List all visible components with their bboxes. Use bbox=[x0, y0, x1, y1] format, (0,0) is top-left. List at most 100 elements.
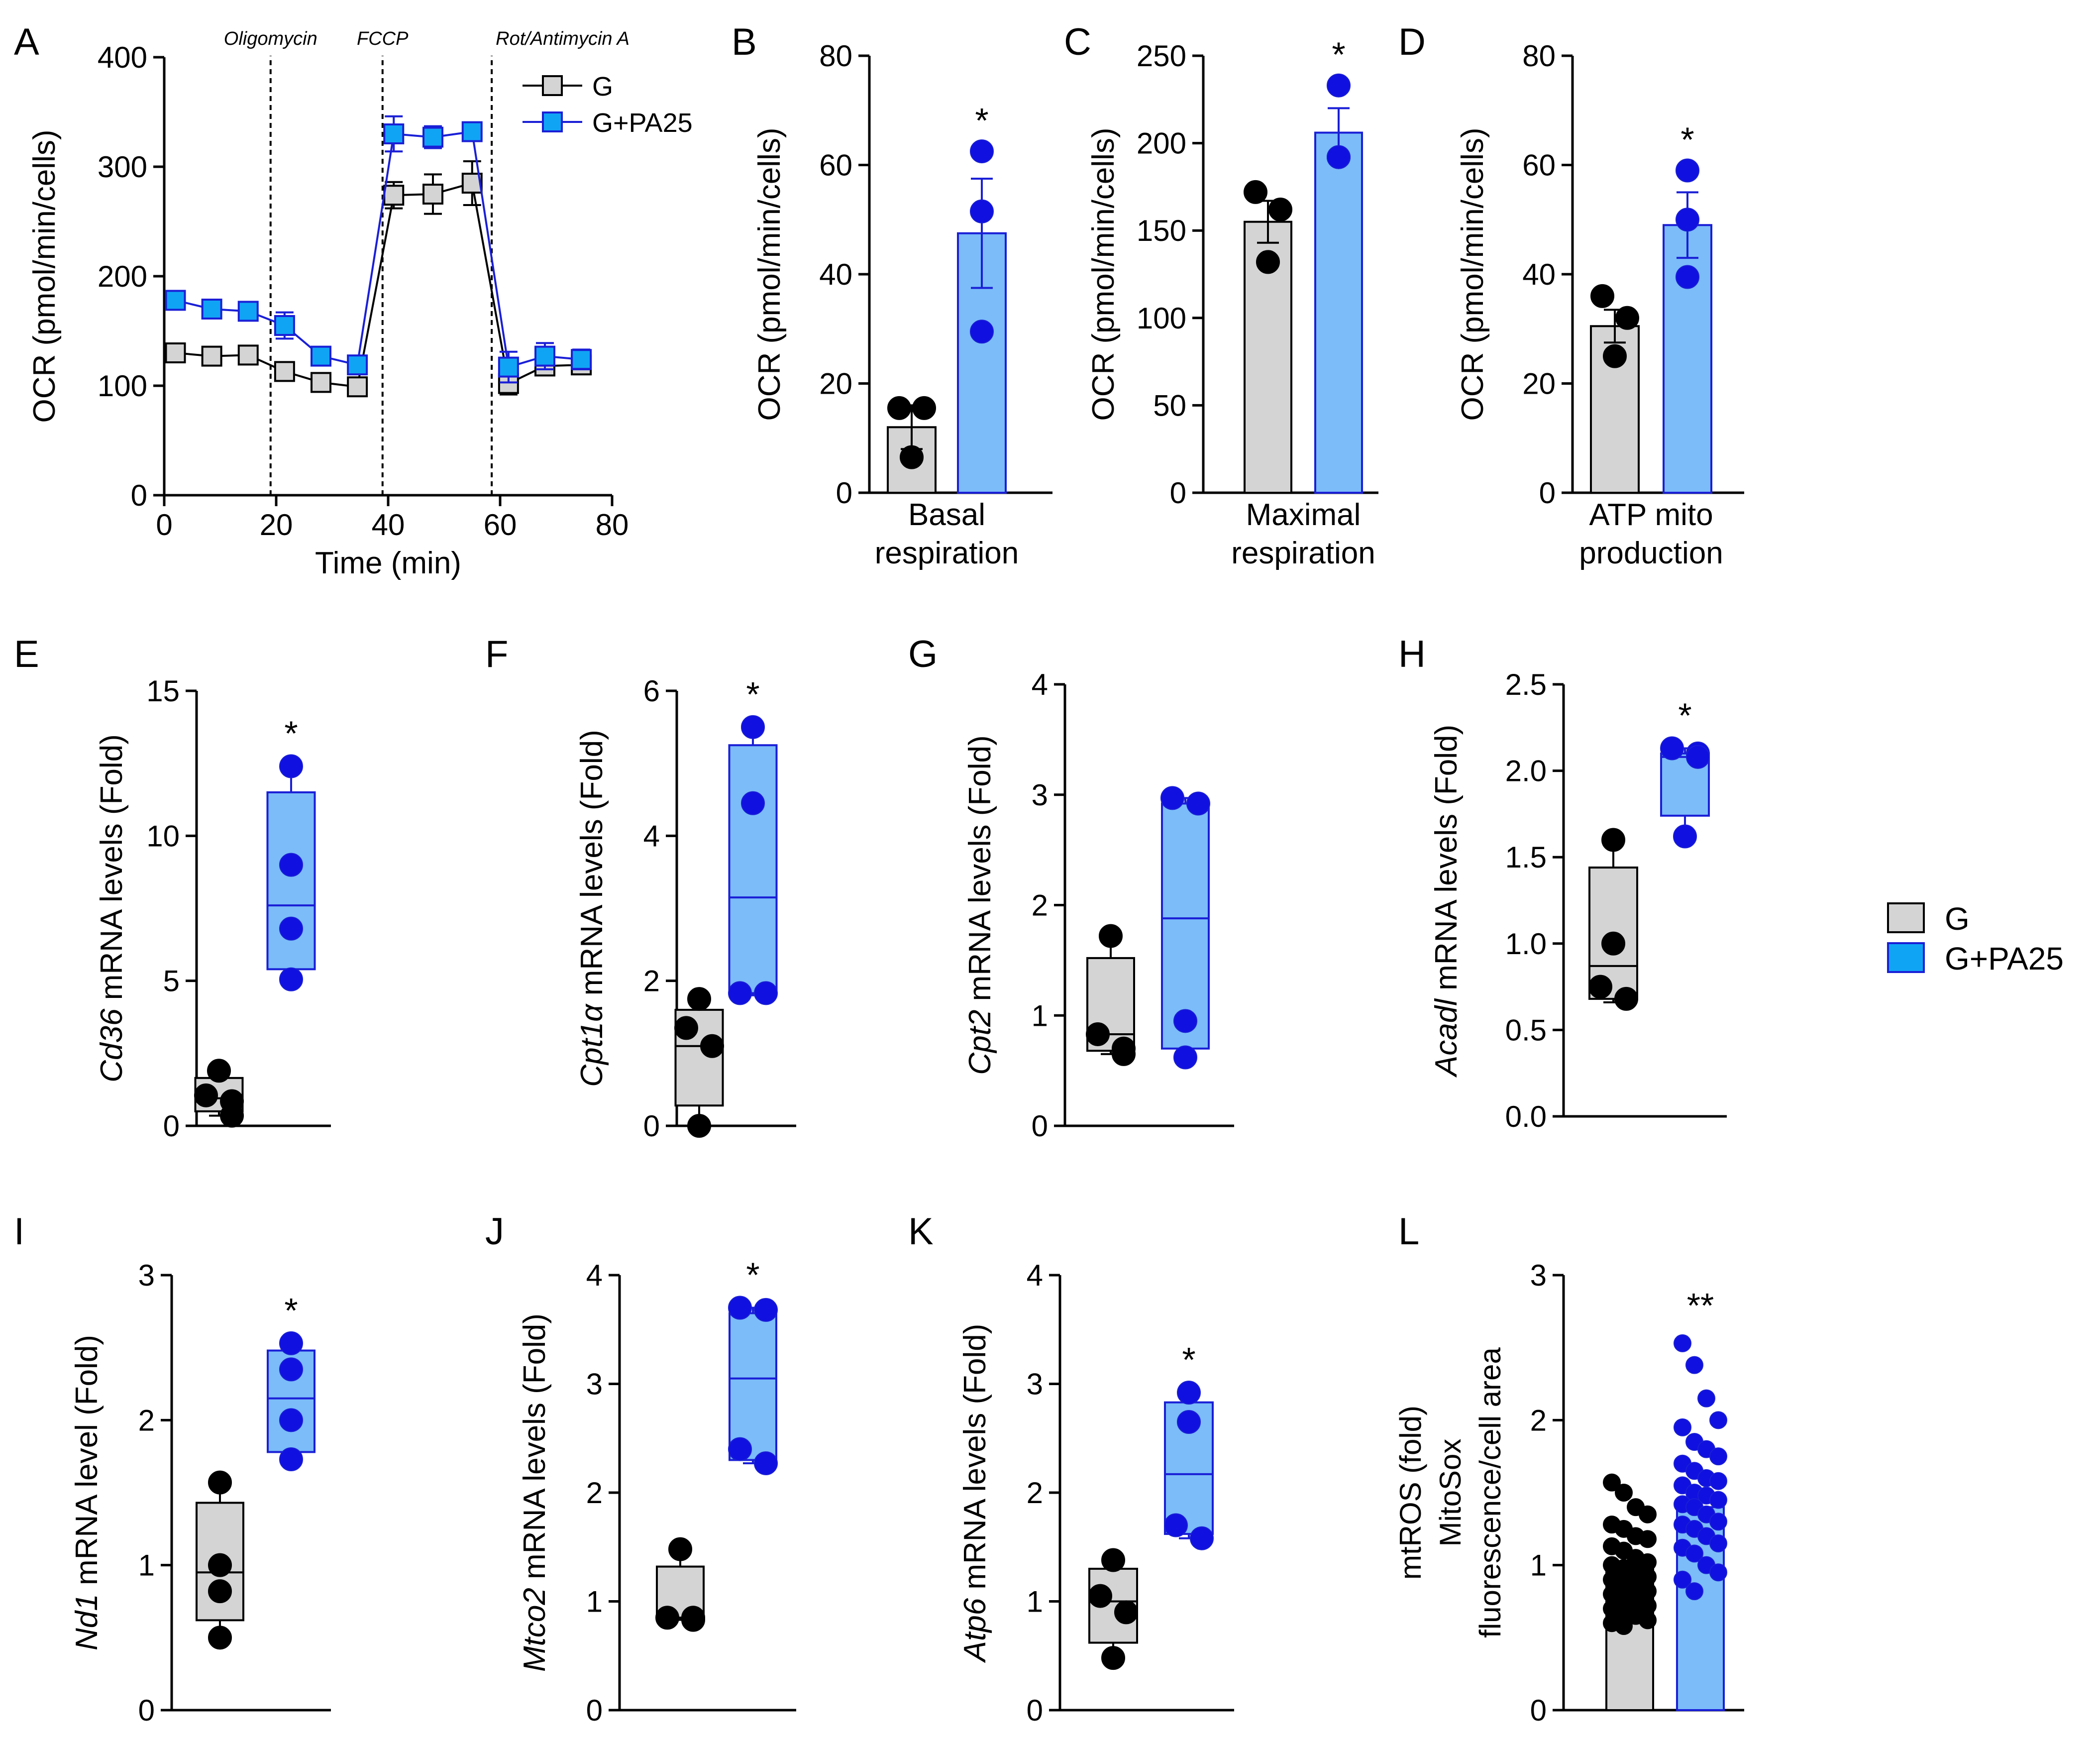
y-tick-label: 0 bbox=[836, 476, 852, 510]
data-point bbox=[208, 1470, 232, 1495]
data-point bbox=[1615, 1617, 1633, 1635]
y-tick-label: 1.5 bbox=[1505, 841, 1547, 874]
box-g-pa25 bbox=[728, 715, 778, 1005]
y-tick-label: 3 bbox=[1530, 1259, 1547, 1292]
data-point bbox=[1160, 786, 1184, 810]
panel-letter: K bbox=[908, 1210, 934, 1253]
data-point bbox=[274, 315, 295, 336]
data-point bbox=[1327, 73, 1351, 98]
y-tick-label: 80 bbox=[819, 39, 852, 73]
y-tick-label: 400 bbox=[98, 41, 147, 74]
y-tick-label: 20 bbox=[1522, 367, 1556, 401]
data-point bbox=[1709, 1534, 1727, 1552]
y-tick-label: 4 bbox=[643, 819, 660, 853]
data-point bbox=[754, 1298, 778, 1322]
legend-marker-g bbox=[542, 75, 563, 96]
data-point bbox=[1164, 1513, 1188, 1537]
data-point bbox=[208, 1626, 232, 1650]
data-point bbox=[194, 1083, 218, 1107]
panel-letter: H bbox=[1398, 633, 1426, 675]
box-g-pa25 bbox=[266, 754, 316, 991]
x-axis-label-line2: production bbox=[1579, 536, 1723, 570]
y-axis-label-rest: mRNA levels (Fold) bbox=[575, 730, 609, 1004]
panel-letter: C bbox=[1064, 21, 1091, 63]
y-tick-label: 5 bbox=[163, 965, 180, 998]
y-tick-label: 2 bbox=[138, 1404, 155, 1437]
y-tick-label: 250 bbox=[1137, 39, 1186, 73]
panel-G: G 0 1 2 3 4 Cpt2 mRNA levels (Fold) bbox=[908, 633, 1234, 1143]
data-point bbox=[279, 1447, 303, 1471]
y-axis-label-rest: mRNA levels (Fold) bbox=[1429, 725, 1464, 999]
data-point bbox=[279, 916, 303, 941]
data-point bbox=[220, 1103, 244, 1128]
data-point bbox=[1697, 1389, 1715, 1408]
y-tick-label: 2 bbox=[1027, 1476, 1043, 1510]
data-point bbox=[1268, 198, 1292, 222]
data-point bbox=[700, 1034, 724, 1058]
panel-letter: E bbox=[14, 633, 39, 675]
x-tick-label: 20 bbox=[260, 508, 293, 542]
y-tick-label: 2.0 bbox=[1505, 755, 1547, 788]
significance-marker: * bbox=[1332, 35, 1345, 74]
data-point bbox=[498, 356, 519, 378]
data-point bbox=[1639, 1505, 1657, 1523]
data-point bbox=[970, 199, 994, 223]
data-point bbox=[1186, 791, 1210, 816]
data-point bbox=[1190, 1526, 1214, 1550]
y-axis-label-line3: fluorescence/cell area bbox=[1473, 1347, 1507, 1638]
figure-legend: G G+PA25 bbox=[1887, 901, 2064, 977]
y-tick-label: 3 bbox=[1032, 778, 1048, 812]
data-point bbox=[741, 791, 765, 815]
y-axis-label-gene: Cpt1α bbox=[575, 1003, 609, 1087]
legend-swatch-pa25 bbox=[1887, 942, 1925, 973]
y-tick-label: 0 bbox=[138, 1694, 155, 1727]
legend-label-g: G bbox=[592, 72, 613, 102]
y-axis-label-rest: mRNA levels (Fold) bbox=[958, 1324, 992, 1598]
y-axis-label: OCR (pmol/min/cells) bbox=[27, 129, 62, 423]
data-point bbox=[1614, 986, 1638, 1011]
panel-F: F 0 2 4 6 Cpt1α mRNA levels (Fold) * bbox=[485, 633, 796, 1143]
x-tick-label: 80 bbox=[596, 508, 629, 542]
data-point bbox=[728, 981, 752, 1005]
y-axis-label: Nd1 mRNA level (Fold) bbox=[70, 1335, 104, 1650]
group-g-pa25 bbox=[1314, 73, 1363, 494]
y-tick-label: 60 bbox=[1522, 149, 1556, 182]
group-g bbox=[887, 396, 937, 494]
data-point bbox=[1086, 1022, 1110, 1046]
data-point bbox=[1676, 208, 1699, 232]
y-tick-label: 0 bbox=[643, 1109, 660, 1143]
panel-H: H 0.0 0.5 1.0 1.5 2.0 2.5 Acadl mRNA levels (Fo… bbox=[1398, 633, 1727, 1133]
data-point bbox=[383, 185, 405, 206]
y-axis-label-gene: Acadl bbox=[1429, 998, 1464, 1078]
y-axis-label-rest: mRNA levels (Fold) bbox=[963, 735, 997, 1009]
panel-letter: J bbox=[485, 1210, 504, 1253]
y-tick-label: 20 bbox=[819, 367, 852, 401]
x-tick-label: 0 bbox=[156, 508, 172, 542]
y-tick-label: 2 bbox=[1530, 1404, 1547, 1437]
x-axis-label: Time (min) bbox=[315, 546, 461, 580]
box-g-pa25 bbox=[1660, 736, 1710, 849]
box-g bbox=[194, 1059, 244, 1128]
data-point bbox=[1588, 975, 1612, 999]
data-point bbox=[687, 987, 711, 1011]
panel-letter: B bbox=[732, 21, 757, 63]
x-tick-label: 40 bbox=[372, 508, 405, 542]
y-tick-label: 0 bbox=[1539, 476, 1556, 510]
data-point bbox=[1256, 250, 1280, 274]
box-g bbox=[1588, 828, 1638, 1011]
legend-swatch-g bbox=[1887, 902, 1925, 933]
y-tick-label: 2 bbox=[1032, 889, 1048, 922]
data-point bbox=[461, 121, 483, 142]
panel-D: D 0 20 40 60 80 OCR (pmol/min/cells) ATP mito pr… bbox=[1398, 21, 1744, 570]
y-tick-label: 200 bbox=[98, 260, 147, 293]
y-axis-label-rest: mRNA levels (Fold) bbox=[95, 734, 129, 1008]
data-point bbox=[1709, 1472, 1727, 1490]
box-g-pa25 bbox=[267, 1331, 315, 1471]
data-point bbox=[1686, 745, 1710, 769]
data-point bbox=[1674, 1418, 1691, 1436]
data-point bbox=[1615, 1484, 1633, 1502]
data-point bbox=[422, 184, 443, 205]
data-point bbox=[1244, 180, 1267, 204]
panel-C: C 0 50 100 150 200 250 OCR (pmol/min/cells) Maxi… bbox=[1064, 21, 1378, 570]
data-point bbox=[1601, 931, 1625, 956]
